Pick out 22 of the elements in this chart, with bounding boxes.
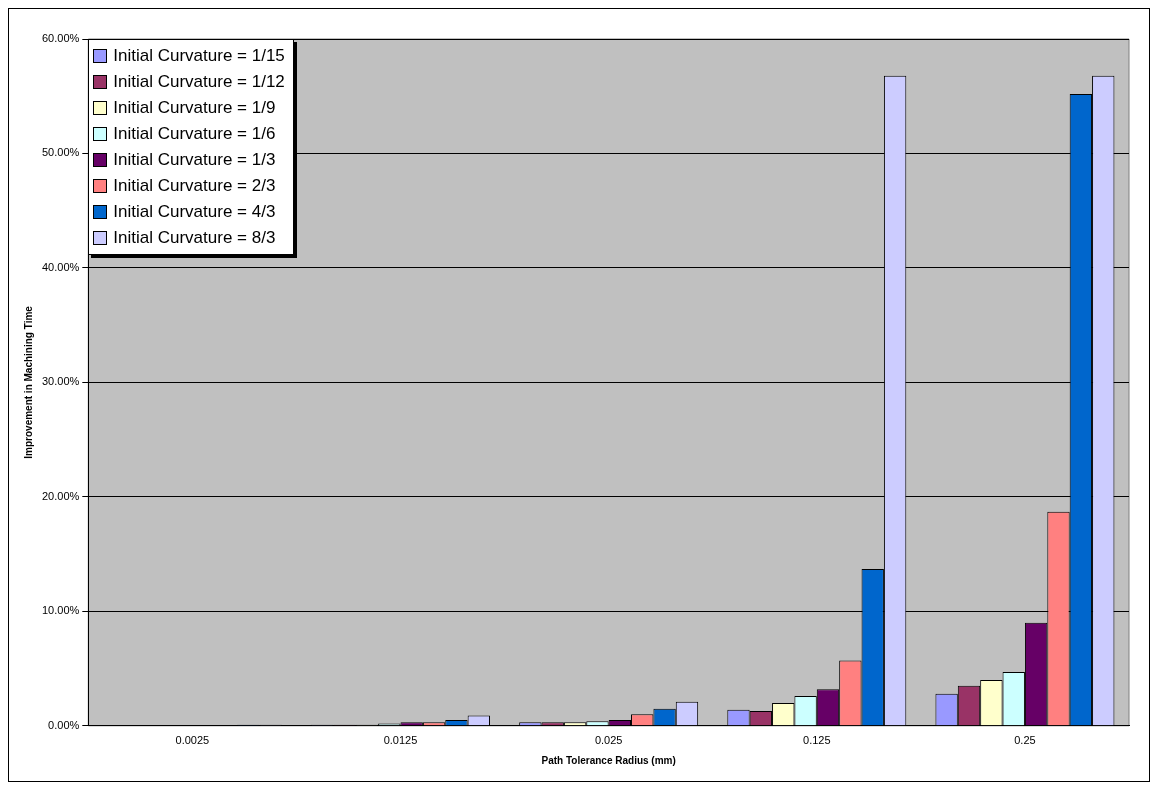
x-tick-label: 0.0125 [383, 734, 418, 747]
x-tick-label: 0.025 [594, 734, 623, 747]
y-tick-label: 20.00% [42, 489, 80, 502]
legend-label: Initial Curvature = 1/9 [113, 98, 276, 118]
legend-label: Initial Curvature = 2/3 [113, 176, 276, 196]
x-tick-label: 0.125 [803, 734, 831, 747]
y-tick-label: 40.00% [42, 260, 80, 273]
x-axis-title: Path Tolerance Radius (mm) [541, 754, 676, 766]
x-tick-label: 0.0025 [175, 734, 210, 747]
y-tick-label: 30.00% [42, 375, 80, 388]
y-tick-label: 50.00% [42, 146, 80, 159]
y-tick-label: 60.00% [42, 32, 80, 45]
x-tick-label: 0.25 [1014, 734, 1036, 747]
legend-label: Initial Curvature = 4/3 [113, 202, 276, 222]
legend-label: Initial Curvature = 1/6 [113, 124, 276, 144]
legend-label: Initial Curvature = 1/15 [113, 46, 285, 66]
legend-label: Initial Curvature = 8/3 [113, 228, 276, 248]
y-axis-title: Improvement in Machining Time [22, 305, 34, 459]
y-tick-label: 10.00% [42, 604, 80, 617]
y-tick-label: 0.00% [48, 718, 80, 731]
legend-label: Initial Curvature = 1/3 [113, 150, 276, 170]
legend-label: Initial Curvature = 1/12 [113, 72, 285, 92]
